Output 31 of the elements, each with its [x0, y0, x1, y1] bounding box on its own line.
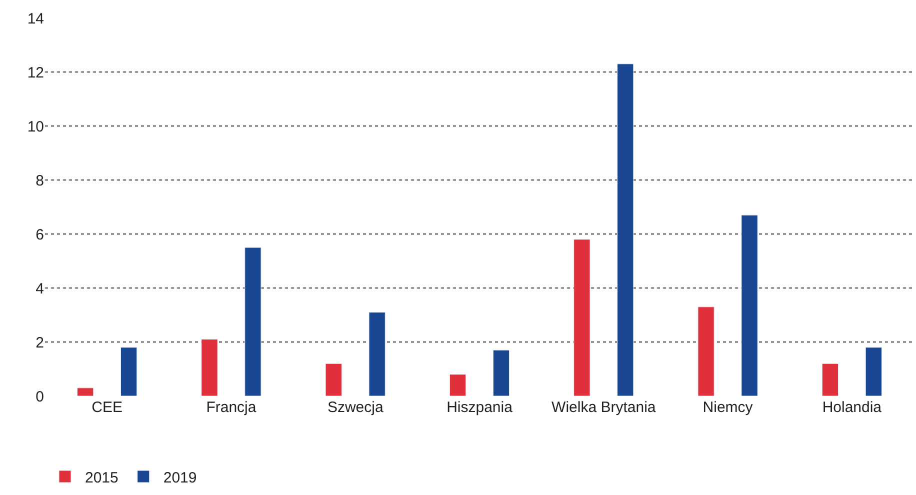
- bar: [617, 64, 634, 396]
- x-tick-label: Francja: [206, 399, 257, 416]
- bar: [865, 347, 882, 396]
- y-tick-label: 10: [27, 118, 44, 136]
- x-tick-label: Hiszpania: [446, 399, 514, 416]
- bar: [244, 247, 262, 396]
- y-tick-label: 8: [36, 172, 44, 190]
- y-tick-label: 12: [27, 64, 44, 82]
- x-tick-label: Holandia: [822, 399, 882, 416]
- bar: [368, 312, 386, 396]
- bar: [741, 214, 758, 396]
- x-tick-label: Wielka Brytania: [552, 399, 656, 416]
- bar: [822, 363, 839, 396]
- bar: [574, 239, 590, 396]
- legend-label: 2019: [163, 469, 197, 486]
- x-tick-label: Niemcy: [702, 399, 754, 416]
- bar: [77, 388, 94, 396]
- bar: [698, 306, 714, 396]
- y-tick-label: 14: [27, 10, 44, 28]
- y-tick-label: 6: [36, 226, 44, 244]
- legend-label: 2015: [85, 469, 118, 486]
- y-tick-label: 4: [36, 280, 44, 298]
- y-tick-label: 2: [36, 334, 44, 352]
- y-tick-label: 0: [36, 388, 44, 406]
- x-tick-label: CEE: [92, 399, 122, 416]
- x-tick-label: Szwecja: [327, 399, 384, 416]
- bar: [120, 347, 138, 396]
- bar: [449, 374, 466, 396]
- bar: [201, 339, 218, 396]
- bar: [492, 350, 510, 396]
- bar: [325, 363, 342, 396]
